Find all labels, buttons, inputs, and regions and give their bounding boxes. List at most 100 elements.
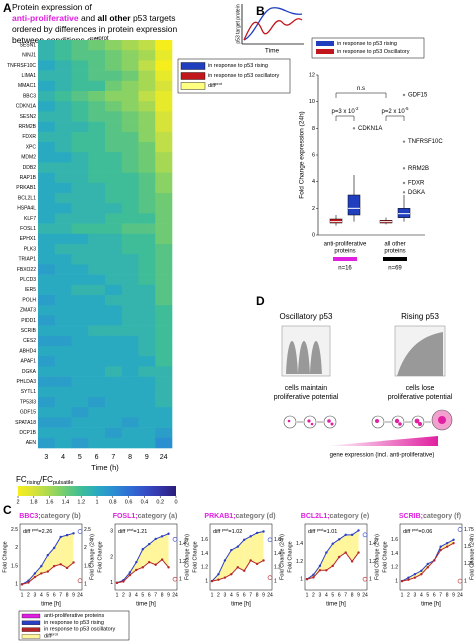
heat-cell: [38, 264, 56, 275]
legend-swatch: [180, 62, 206, 70]
heat-cell: [71, 162, 89, 173]
heat-cell: [105, 152, 123, 163]
series-point: [72, 532, 75, 535]
category-label: proteins: [334, 249, 355, 255]
row-label: IER5: [25, 287, 36, 293]
heat-cell: [121, 121, 139, 133]
heat-cell: [38, 305, 56, 316]
y-tick-label: 1.2: [296, 559, 303, 565]
colorbar-label: FCrising/FCpulsatile: [16, 475, 73, 486]
legend-frame: [177, 58, 291, 94]
heat-cell: [105, 254, 123, 265]
x-tick-label: 4: [135, 592, 138, 598]
text-part: =1.21: [133, 529, 147, 535]
heat-cell: [155, 172, 173, 184]
heat-cell: [105, 315, 123, 326]
series-point: [77, 578, 83, 584]
x-tick-label: 24: [457, 592, 463, 598]
series-point: [230, 573, 233, 576]
series-point: [65, 566, 69, 570]
heat-cell: [155, 70, 173, 82]
text-part: category (d): [236, 513, 276, 520]
series-point: [223, 576, 227, 579]
heat-cell: [155, 437, 173, 449]
row-label: CES2: [23, 338, 36, 344]
heat-cell: [71, 315, 89, 326]
heat-cell: [155, 254, 173, 265]
series-point: [362, 532, 368, 538]
heat-cell: [121, 172, 139, 184]
heat-cell: [138, 40, 156, 51]
series-point: [135, 560, 138, 564]
x-tick-label: 9: [452, 592, 455, 598]
heat-cell: [155, 386, 173, 398]
y-axis-label: Fold Change expression (24h): [299, 111, 306, 198]
heat-cell: [105, 284, 123, 296]
series-point: [338, 538, 341, 541]
text-part: diff: [23, 529, 32, 535]
x-tick-label: 3: [44, 454, 48, 461]
heat-cell: [138, 356, 156, 367]
heat-cell: [138, 366, 156, 377]
heat-cell: [38, 233, 56, 245]
series-point: [141, 548, 144, 551]
series-point: [420, 573, 423, 576]
heat-cell: [155, 264, 173, 275]
colorbar-tick-label: 2: [16, 499, 19, 505]
heat-cell: [105, 376, 123, 388]
heat-cell: [121, 264, 139, 275]
heat-cell: [105, 274, 123, 286]
diff-area: [414, 570, 422, 578]
x-tick-label: 9: [357, 592, 360, 598]
series-point: [338, 555, 341, 559]
heat-cell: [71, 356, 89, 367]
heat-cell: [71, 325, 89, 337]
row-label: MDM2: [21, 155, 36, 161]
row-label: CDKN1A: [16, 104, 37, 110]
outlier: [402, 140, 406, 143]
heat-cell: [155, 366, 173, 377]
series-point: [249, 535, 252, 538]
series-point: [27, 581, 30, 584]
diff-label: diff prot=2.26: [23, 528, 52, 535]
y-tick-label: 6: [312, 152, 315, 158]
heat-cell: [88, 111, 106, 122]
y-axis-label: Fold Change: [192, 541, 198, 573]
heat-cell: [71, 142, 89, 153]
heat-cell: [155, 80, 173, 92]
heat-cell: [105, 335, 123, 347]
x-tick-label: 8: [66, 592, 69, 598]
row-label: SPATA18: [15, 420, 36, 426]
chart-title: BCL2L1;category (e): [301, 513, 369, 520]
heat-cell: [121, 325, 139, 337]
heat-cell: [121, 50, 139, 61]
series-point: [267, 575, 273, 580]
heat-cell: [71, 366, 89, 377]
chart-title: PRKAB1;category (d): [204, 513, 275, 520]
row-label: PLK3: [24, 246, 36, 252]
outlier: [352, 127, 356, 130]
y-axis-label: Fold Change: [2, 541, 8, 573]
row-label: FOSL1: [20, 226, 36, 232]
heat-cell: [155, 397, 173, 408]
heat-cell: [71, 131, 89, 143]
heat-cell: [54, 335, 72, 347]
text-part: SCRIB;: [399, 513, 423, 520]
row-label: POLH: [22, 297, 36, 303]
series-point: [40, 572, 43, 575]
legend-frame: [311, 37, 425, 59]
x-tick-label: 7: [111, 454, 115, 461]
y2-tick-label: 2: [84, 545, 87, 551]
x-tick-label: 2: [217, 592, 220, 598]
heat-cell: [54, 356, 72, 367]
heat-cell: [121, 80, 139, 92]
text-part: prot: [98, 36, 109, 42]
plot-frame: [19, 523, 83, 591]
heat-cell: [155, 315, 173, 326]
x-tick-label: 5: [78, 454, 82, 461]
diff-area: [447, 539, 454, 547]
x-tick-label: 24: [160, 454, 168, 461]
heat-cell: [71, 172, 89, 184]
outlier: [402, 191, 406, 194]
heat-cell: [38, 131, 56, 143]
